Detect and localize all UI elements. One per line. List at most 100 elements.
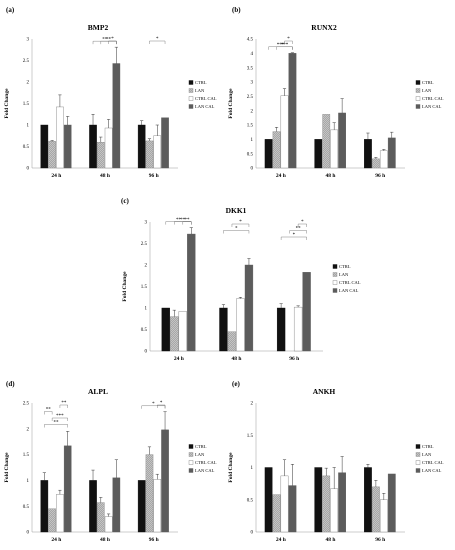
legend-swatch <box>415 444 421 449</box>
y-axis-label: Fold Change <box>228 452 234 483</box>
significance-label: *** <box>56 414 64 419</box>
significance-label: ** <box>176 218 182 223</box>
legend-swatch <box>188 460 194 465</box>
chart-title: DKK1 <box>226 206 247 215</box>
bar-ctrl <box>314 139 323 169</box>
legend-label: LAN CAL <box>195 104 215 109</box>
legend-swatch <box>188 452 194 457</box>
legend-swatch <box>415 104 421 109</box>
bar-ctrl <box>40 480 49 533</box>
panel-letter-d: (d) <box>6 380 15 388</box>
bar-ctrl-cal <box>379 499 388 533</box>
bar-lan-cal <box>244 264 254 352</box>
panel-letter-a: (a) <box>6 6 15 14</box>
significance-bracket <box>231 223 250 227</box>
legend-swatch <box>332 264 338 269</box>
significance-bracket <box>297 223 307 227</box>
bar-lan-cal <box>161 117 169 169</box>
panel-letter-e: (e) <box>232 380 240 388</box>
bar-ctrl <box>276 307 286 352</box>
bar-ctrl <box>137 124 146 169</box>
legend-label: LAN <box>422 452 432 457</box>
legend-label: CTRL <box>195 444 207 449</box>
x-category-label: 24 h <box>174 356 184 362</box>
dkk1-chart: DKK1 Fold Change 0 0.5 1 1.5 2 2.5 3 24 h 48 h 96 h… <box>122 206 361 362</box>
legend-swatch <box>332 280 338 285</box>
panel-letter-b: (b) <box>232 6 241 14</box>
bar-lan <box>145 454 154 533</box>
chart-title: ALPL <box>88 387 108 396</box>
legend-label: CTRL <box>339 264 351 269</box>
significance-bracket <box>223 230 250 234</box>
x-category-label: 24 h <box>276 537 286 543</box>
y-tick-label: 0.5 <box>247 498 254 503</box>
x-category-label: 48 h <box>326 173 336 179</box>
bar-ctrl-cal <box>153 135 162 169</box>
legend-swatch <box>188 88 194 93</box>
significance-bracket <box>276 46 293 50</box>
bar-lan-cal <box>302 272 311 352</box>
significance-bracket <box>284 40 293 44</box>
bar-lan <box>272 131 281 169</box>
legend-label: LAN CAL <box>422 104 442 109</box>
x-category-label: 48 h <box>232 356 242 362</box>
x-category-label: 96 h <box>375 537 385 543</box>
x-category-label: 48 h <box>100 537 110 543</box>
y-tick-label: 3 <box>251 81 254 86</box>
significance-label: ** <box>180 218 186 223</box>
significance-label: * <box>287 37 290 42</box>
significance-bracket <box>51 417 68 421</box>
x-category-label: 96 h <box>149 537 159 543</box>
ankh-chart: ANKH Fold Change 0 0.5 1 1.5 2 24 h 48 h 96 h CTRL… <box>228 387 444 543</box>
x-category-label: 96 h <box>149 173 159 179</box>
y-tick-label: 1 <box>27 479 30 484</box>
bar-lan-cal <box>288 53 297 169</box>
bar-lan <box>170 316 179 352</box>
y-tick-label: 0 <box>27 531 30 536</box>
y-tick-label: 1 <box>251 138 254 143</box>
legend-swatch <box>188 444 194 449</box>
y-tick-label: 0 <box>145 350 148 355</box>
chart-title: ANKH <box>313 387 336 396</box>
y-tick-label: 1 <box>27 124 30 129</box>
bmp2-chart: BMP2 Fold Change 0 0.5 1 1.5 2 2.5 3 24 h 48 h 96 h… <box>4 23 217 179</box>
bar-lan-cal <box>288 485 297 533</box>
y-tick-label: 2.5 <box>23 59 30 64</box>
significance-label: *** <box>277 43 285 48</box>
bar-lan <box>372 158 380 169</box>
legend-swatch <box>415 80 421 85</box>
bar-lan-cal <box>63 124 72 169</box>
bar-lan-cal <box>338 472 346 533</box>
legend-swatch <box>332 272 338 277</box>
bar-ctrl <box>89 124 97 169</box>
significance-label: ** <box>102 37 108 42</box>
significance-bracket <box>108 40 117 44</box>
bar-lan <box>272 494 281 533</box>
significance-bracket <box>182 221 192 225</box>
bar-lan-cal <box>187 233 196 352</box>
y-tick-label: 1.5 <box>247 434 254 439</box>
y-tick-label: 2 <box>251 402 254 407</box>
legend-label: CTRL CAL <box>422 460 444 465</box>
bar-ctrl-cal <box>104 127 113 169</box>
legend-swatch <box>415 88 421 93</box>
y-tick-label: 1.5 <box>23 102 30 107</box>
bar-ctrl-cal <box>56 494 64 533</box>
bar-ctrl <box>364 139 372 169</box>
significance-label: * <box>301 220 304 225</box>
y-tick-label: 0.5 <box>141 328 148 333</box>
bar-ctrl <box>137 480 146 533</box>
legend-swatch <box>332 288 338 293</box>
y-tick-label: 1 <box>145 307 148 312</box>
bar-lan-cal <box>338 112 346 169</box>
bar-ctrl-cal <box>236 298 245 352</box>
legend-swatch <box>188 468 194 473</box>
significance-label: * <box>156 37 159 42</box>
bar-ctrl-cal <box>153 479 162 533</box>
significance-label: * <box>293 233 296 238</box>
bar-lan <box>322 114 331 169</box>
significance-bracket <box>59 404 68 408</box>
bar-lan <box>145 140 154 169</box>
bar-lan-cal <box>63 445 72 533</box>
y-tick-label: 0 <box>251 167 254 172</box>
